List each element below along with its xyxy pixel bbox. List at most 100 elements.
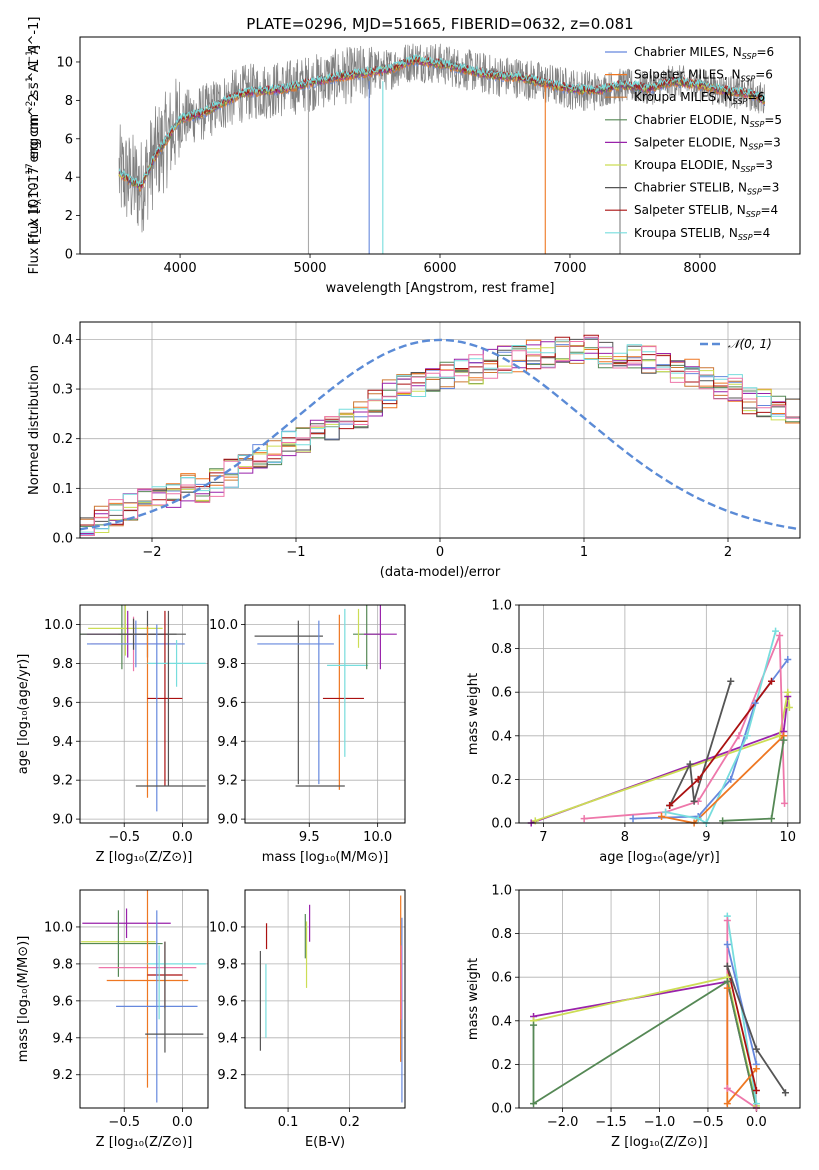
weight_vs_Z-series-2-marker-0 bbox=[530, 1021, 538, 1029]
weight_vs_age-ytick-label-3: 0.6 bbox=[491, 686, 512, 701]
residuals-ytick-label-0: 0.0 bbox=[52, 532, 73, 547]
weight_vs_Z-series-7-marker-1 bbox=[752, 1087, 760, 1095]
mass_vs_Z-ytick-label-1: 9.4 bbox=[52, 1031, 73, 1046]
spectrum-ytick-label-4: 8 bbox=[65, 94, 73, 109]
figure-title: PLATE=0296, MJD=51665, FIBERID=0632, z=0… bbox=[246, 15, 633, 33]
weight_vs_age-series-2-marker-0 bbox=[629, 815, 637, 823]
weight_vs_age-series-2-marker-4 bbox=[784, 656, 792, 663]
spectrum-ytick-label-0: 0 bbox=[65, 248, 73, 263]
weight_vs_Z-ytick-label-3: 0.6 bbox=[491, 971, 512, 986]
residual-hist-salpeter_elodie bbox=[80, 341, 800, 538]
mass_vs_Z-grid bbox=[80, 890, 208, 1108]
residuals-ylabel: Normed distribution bbox=[27, 365, 42, 495]
weight_vs_age-panel: 7 8 9 10 0.0 0.2 0.4 0.6 0.8 1.0 age [log₁₀(age/yr… bbox=[466, 599, 801, 865]
age_vs_mass-ytick-label-4: 9.8 bbox=[217, 657, 238, 672]
age_vs_mass-frame bbox=[244, 604, 406, 824]
age_vs_Z-ytick-label-0: 9.0 bbox=[52, 813, 73, 828]
weight_vs_age-series-2-marker-3 bbox=[751, 699, 759, 707]
spectrum-ytick-label-3: 6 bbox=[65, 132, 73, 147]
weight_vs_age-ytick-label-1: 0.2 bbox=[491, 773, 512, 788]
legend-label-4: Salpeter ELODIE, NSSP=3 bbox=[634, 135, 781, 151]
weight_vs_age-series-8-marker-2 bbox=[780, 736, 788, 744]
weight_vs_age-series-4-marker-4 bbox=[772, 627, 780, 635]
mass_vs_ebv-xlabel: E(B-V) bbox=[305, 1135, 345, 1150]
legend-label-5: Kroupa ELODIE, NSSP=3 bbox=[634, 158, 773, 174]
residual-legend-label: 𝒩(0, 1) bbox=[728, 337, 772, 351]
weight_vs_Z-series-1-line bbox=[533, 976, 758, 1106]
age_vs_mass-grid bbox=[245, 605, 405, 823]
normal-curve bbox=[80, 338, 800, 531]
weight_vs_age-xtick-label-3: 10 bbox=[780, 830, 797, 845]
age_vs_Z-plot-area bbox=[80, 605, 206, 812]
weight_vs_age-series-3-line bbox=[584, 635, 786, 820]
mass_vs_Z-panel: −0.5 0.0 9.2 9.4 9.6 9.8 10.0 Z [log₁₀(Z/Z⊙)] ma… bbox=[16, 889, 209, 1150]
spectrum-xtick-label-3: 7000 bbox=[553, 261, 586, 276]
weight_vs_Z-xtick-label-0: −2.0 bbox=[547, 1115, 579, 1130]
legend-label-8: Kroupa STELIB, NSSP=4 bbox=[634, 226, 770, 242]
weight_vs_age-plot-area bbox=[530, 630, 791, 823]
residuals-xlabel: (data-model)/error bbox=[380, 565, 501, 580]
spectrum-ylabel: Flux [f_λ 10^-17 erg cm^-2 s^-1 A^-1] bbox=[27, 17, 42, 275]
age_vs_mass-xtick-label-0: 9.5 bbox=[299, 830, 320, 845]
residuals-ytick-label-2: 0.2 bbox=[52, 432, 73, 447]
weight_vs_Z-ytick-label-1: 0.2 bbox=[491, 1058, 512, 1073]
residuals-xtick-label-2: 0 bbox=[436, 545, 444, 560]
weight_vs_Z-series-6-marker-0 bbox=[723, 984, 731, 992]
age_vs_mass-xtick-label-1: 10.0 bbox=[363, 830, 392, 845]
mass_vs_ebv-ytick-label-0: 9.2 bbox=[217, 1068, 238, 1083]
mass_vs_Z-ytick-label-2: 9.6 bbox=[52, 994, 73, 1009]
weight_vs_Z-series-5-marker-1 bbox=[723, 1084, 731, 1092]
weight_vs_age-series-6-marker-3 bbox=[727, 677, 735, 685]
weight_vs_Z-ytick-label-0: 0.0 bbox=[491, 1102, 512, 1117]
age_vs_mass-xlabel: mass [log₁₀(M/M⊙)] bbox=[262, 850, 389, 865]
legend-label-7: Salpeter STELIB, NSSP=4 bbox=[634, 203, 778, 219]
weight_vs_age-series-6-marker-1 bbox=[686, 760, 694, 768]
age_vs_mass-ytick-label-3: 9.6 bbox=[217, 696, 238, 711]
residuals-panel: −2 −1 0 1 2 0.0 0.1 0.2 0.3 0.4 𝒩(0, 1) (data-model… bbox=[27, 321, 801, 580]
weight_vs_age-ytick-label-0: 0.0 bbox=[491, 817, 512, 832]
weight_vs_Z-series-6-marker-2 bbox=[752, 1065, 760, 1073]
residuals-ytick-label-4: 0.4 bbox=[52, 333, 73, 348]
weight_vs_Z-ytick-label-4: 0.8 bbox=[491, 927, 512, 942]
weight_vs_age-series-2-marker-2 bbox=[727, 775, 735, 783]
spectrum-model-kroupa_stelib bbox=[118, 54, 766, 186]
spectrum-ytick-label-5: 10 bbox=[56, 55, 73, 70]
weight_vs_age-series-5-marker-0 bbox=[658, 812, 666, 820]
residuals-xtick-label-1: −1 bbox=[286, 545, 305, 560]
weight_vs_age-series-3-marker-3 bbox=[735, 732, 743, 740]
residuals-xtick-label-4: 2 bbox=[724, 545, 732, 560]
weight_vs_age-series-4-marker-0 bbox=[662, 808, 670, 816]
legend-label-1: Salpeter MILES, NSSP=6 bbox=[634, 68, 773, 84]
weight_vs_Z-series-2-line bbox=[532, 980, 758, 1108]
legend-label-0: Chabrier MILES, NSSP=6 bbox=[634, 45, 774, 61]
age_vs_Z-panel: −0.5 0.0 9.0 9.2 9.4 9.6 9.8 10.0 Z [log₁₀(Z/Z⊙)… bbox=[16, 604, 209, 865]
weight_vs_age-series-1-line bbox=[535, 692, 791, 822]
spectrum-xtick-label-0: 4000 bbox=[164, 261, 197, 276]
mass_vs_ebv-ytick-label-4: 10.0 bbox=[209, 920, 238, 935]
mass_vs_ebv-grid bbox=[245, 890, 405, 1108]
weight_vs_age-series-5-line bbox=[661, 735, 785, 823]
weight_vs_age-series-0-line bbox=[530, 696, 789, 823]
mass_vs_ebv-ytick-label-3: 9.8 bbox=[217, 957, 238, 972]
weight_vs_Z-frame bbox=[518, 889, 801, 1109]
weight_vs_Z-series-2-marker-1 bbox=[530, 1100, 538, 1108]
residuals-plot-area bbox=[80, 334, 800, 538]
legend-label-6: Chabrier STELIB, NSSP=3 bbox=[634, 181, 779, 197]
residuals-xtick-label-0: −2 bbox=[142, 545, 161, 560]
age_vs_Z-grid bbox=[80, 605, 208, 823]
mass_vs_ebv-plot-area bbox=[259, 895, 403, 1103]
spectrum-xlabel: wavelength [Angstrom, rest frame] bbox=[326, 281, 555, 296]
residuals-ytick-label-3: 0.3 bbox=[52, 383, 73, 398]
weight_vs_Z-series-4-line bbox=[726, 944, 758, 1065]
mass_vs_ebv-xtick-label-1: 0.2 bbox=[339, 1115, 360, 1130]
weight_vs_age-series-6-line bbox=[668, 681, 732, 806]
weight_vs_age-grid bbox=[519, 604, 800, 824]
mass_vs_Z-ylabel: mass [log₁₀(M/M⊙)] bbox=[16, 936, 31, 1063]
mass_vs_ebv-panel: 0.1 0.2 9.2 9.4 9.6 9.8 10.0 E(B-V) bbox=[209, 889, 406, 1150]
weight_vs_Z-xtick-label-2: −1.0 bbox=[644, 1115, 676, 1130]
weight_vs_age-series-7-marker-0 bbox=[666, 802, 674, 810]
weight_vs_age-xlabel: age [log₁₀(age/yr)] bbox=[599, 850, 720, 865]
weight_vs_age-series-4-marker-1 bbox=[694, 815, 702, 823]
spectrum-plot-area bbox=[118, 43, 766, 254]
